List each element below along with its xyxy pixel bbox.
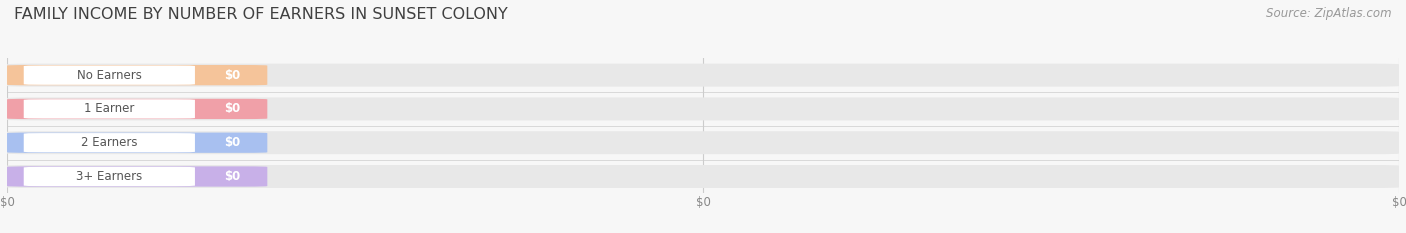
Text: Source: ZipAtlas.com: Source: ZipAtlas.com	[1267, 7, 1392, 20]
FancyBboxPatch shape	[7, 131, 1399, 154]
Text: $0: $0	[225, 136, 240, 149]
Text: No Earners: No Earners	[77, 69, 142, 82]
Text: $0: $0	[225, 170, 240, 183]
Text: 3+ Earners: 3+ Earners	[76, 170, 142, 183]
Text: $0: $0	[225, 69, 240, 82]
FancyBboxPatch shape	[7, 165, 1399, 188]
FancyBboxPatch shape	[7, 97, 1399, 120]
Text: $0: $0	[225, 103, 240, 115]
FancyBboxPatch shape	[24, 65, 195, 85]
FancyBboxPatch shape	[7, 133, 267, 153]
FancyBboxPatch shape	[24, 133, 195, 152]
Text: 2 Earners: 2 Earners	[82, 136, 138, 149]
FancyBboxPatch shape	[24, 99, 195, 119]
FancyBboxPatch shape	[7, 64, 1399, 87]
Text: 1 Earner: 1 Earner	[84, 103, 135, 115]
FancyBboxPatch shape	[24, 167, 195, 186]
Text: FAMILY INCOME BY NUMBER OF EARNERS IN SUNSET COLONY: FAMILY INCOME BY NUMBER OF EARNERS IN SU…	[14, 7, 508, 22]
FancyBboxPatch shape	[7, 65, 267, 85]
FancyBboxPatch shape	[7, 99, 267, 119]
FancyBboxPatch shape	[7, 166, 267, 187]
